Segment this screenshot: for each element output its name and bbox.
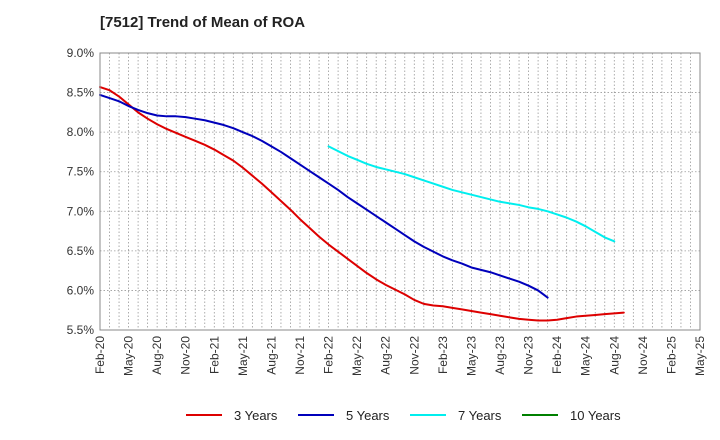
x-tick-label: Nov-24 xyxy=(636,336,650,375)
x-tick-label: May-25 xyxy=(693,336,707,376)
grid xyxy=(100,53,700,330)
x-tick-label: May-24 xyxy=(579,336,593,376)
x-tick-label: Nov-22 xyxy=(407,336,421,375)
legend-swatch-5-years xyxy=(298,414,334,416)
x-tick-label: May-23 xyxy=(464,336,478,376)
y-axis-ticks: 5.5% 6.0% 6.5% 7.0% 7.5% 8.0% 8.5% 9.0% xyxy=(67,46,95,337)
x-tick-label: Aug-23 xyxy=(493,336,507,375)
x-tick-label: Nov-23 xyxy=(522,336,536,375)
x-tick-label: Feb-25 xyxy=(664,336,678,374)
series-line-7-years xyxy=(327,145,616,243)
legend-swatch-10-years xyxy=(522,414,558,416)
x-tick-label: Aug-20 xyxy=(150,336,164,375)
y-tick-label: 7.5% xyxy=(67,165,95,179)
legend-swatch-3-years xyxy=(186,414,222,416)
y-tick-label: 6.0% xyxy=(67,283,95,297)
x-axis-ticks: Feb-20 May-20 Aug-20 Nov-20 Feb-21 May-21 Aug-… xyxy=(93,336,707,376)
x-tick-label: Feb-22 xyxy=(322,336,336,374)
y-tick-label: 6.5% xyxy=(67,244,95,258)
legend-item-10-years: 10 Years xyxy=(522,404,621,426)
x-tick-label: Nov-21 xyxy=(293,336,307,375)
legend-swatch-7-years xyxy=(410,414,446,416)
x-tick-label: Aug-21 xyxy=(264,336,278,375)
legend-item-7-years: 7 Years xyxy=(410,404,501,426)
legend-label-7-years: 7 Years xyxy=(458,407,502,423)
x-tick-label: Feb-23 xyxy=(436,336,450,374)
series-line-3-years xyxy=(99,86,625,322)
x-tick-label: Feb-24 xyxy=(550,336,564,374)
legend-label-10-years: 10 Years xyxy=(570,407,621,423)
series-line-5-years xyxy=(99,93,549,299)
x-tick-label: Aug-24 xyxy=(607,336,621,375)
x-tick-label: May-20 xyxy=(122,336,136,376)
x-tick-label: Feb-20 xyxy=(93,336,107,374)
y-tick-label: 8.0% xyxy=(67,125,95,139)
plot-frame xyxy=(99,52,701,331)
x-tick-label: Aug-22 xyxy=(379,336,393,375)
legend: 3 Years 5 Years 7 Years 10 Years xyxy=(0,404,720,426)
y-tick-label: 5.5% xyxy=(67,323,95,337)
legend-item-3-years: 3 Years xyxy=(186,404,277,426)
y-tick-label: 9.0% xyxy=(67,46,95,60)
series-lines xyxy=(99,86,625,322)
x-tick-label: Nov-20 xyxy=(179,336,193,375)
legend-label-5-years: 5 Years xyxy=(346,407,390,423)
x-tick-label: Feb-21 xyxy=(207,336,221,374)
legend-label-3-years: 3 Years xyxy=(234,407,278,423)
chart-title: [7512] Trend of Mean of ROA xyxy=(100,14,306,31)
y-tick-label: 8.5% xyxy=(67,86,95,100)
legend-item-5-years: 5 Years xyxy=(298,404,389,426)
y-tick-label: 7.0% xyxy=(67,204,95,218)
x-tick-label: May-22 xyxy=(350,336,364,376)
x-tick-label: May-21 xyxy=(236,336,250,376)
